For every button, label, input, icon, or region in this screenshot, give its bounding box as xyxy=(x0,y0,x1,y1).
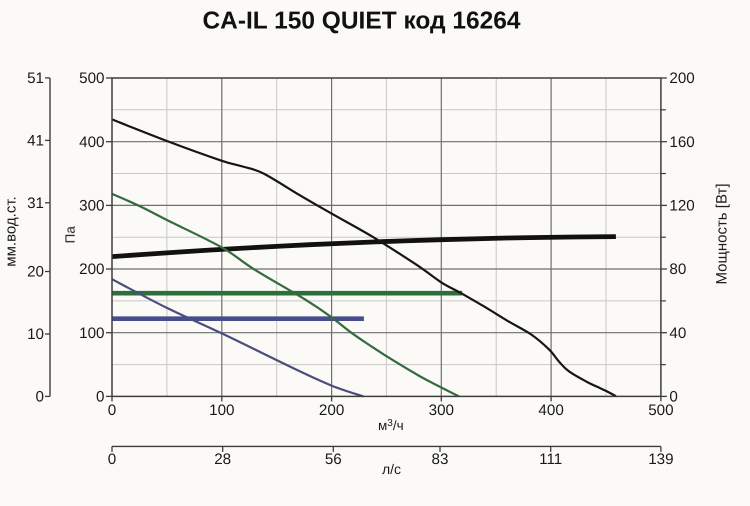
svg-text:500: 500 xyxy=(79,70,104,87)
svg-text:120: 120 xyxy=(669,198,694,215)
svg-text:20: 20 xyxy=(27,264,44,281)
svg-text:0: 0 xyxy=(36,389,44,406)
svg-text:мм.вод.ст.: мм.вод.ст. xyxy=(3,196,20,266)
svg-text:м3/ч: м3/ч xyxy=(378,418,404,433)
svg-text:500: 500 xyxy=(648,402,673,419)
svg-text:100: 100 xyxy=(209,402,234,419)
svg-text:Па: Па xyxy=(63,226,78,244)
svg-text:80: 80 xyxy=(669,261,686,278)
svg-text:40: 40 xyxy=(669,325,686,342)
svg-text:56: 56 xyxy=(325,451,342,468)
svg-text:139: 139 xyxy=(648,451,673,468)
svg-text:111: 111 xyxy=(539,451,562,468)
svg-text:0: 0 xyxy=(108,402,116,419)
svg-text:200: 200 xyxy=(669,70,694,87)
svg-text:51: 51 xyxy=(27,70,44,87)
svg-text:300: 300 xyxy=(429,402,454,419)
svg-text:200: 200 xyxy=(319,402,344,419)
svg-text:100: 100 xyxy=(79,325,104,342)
svg-text:31: 31 xyxy=(27,195,44,212)
svg-text:160: 160 xyxy=(669,134,694,151)
svg-text:CA-IL 150 QUIET код 16264: CA-IL 150 QUIET код 16264 xyxy=(202,8,520,35)
svg-text:10: 10 xyxy=(27,326,44,343)
svg-text:л/с: л/с xyxy=(382,461,401,477)
svg-text:0: 0 xyxy=(108,451,116,468)
svg-text:0: 0 xyxy=(96,389,104,406)
svg-text:41: 41 xyxy=(27,133,44,150)
svg-text:83: 83 xyxy=(432,451,449,468)
svg-text:300: 300 xyxy=(79,198,104,215)
svg-text:0: 0 xyxy=(669,389,677,406)
svg-text:Мощность [Вт]: Мощность [Вт] xyxy=(714,183,731,284)
svg-text:28: 28 xyxy=(214,451,231,468)
svg-text:200: 200 xyxy=(79,261,104,278)
svg-text:400: 400 xyxy=(79,134,104,151)
svg-text:400: 400 xyxy=(538,402,563,419)
